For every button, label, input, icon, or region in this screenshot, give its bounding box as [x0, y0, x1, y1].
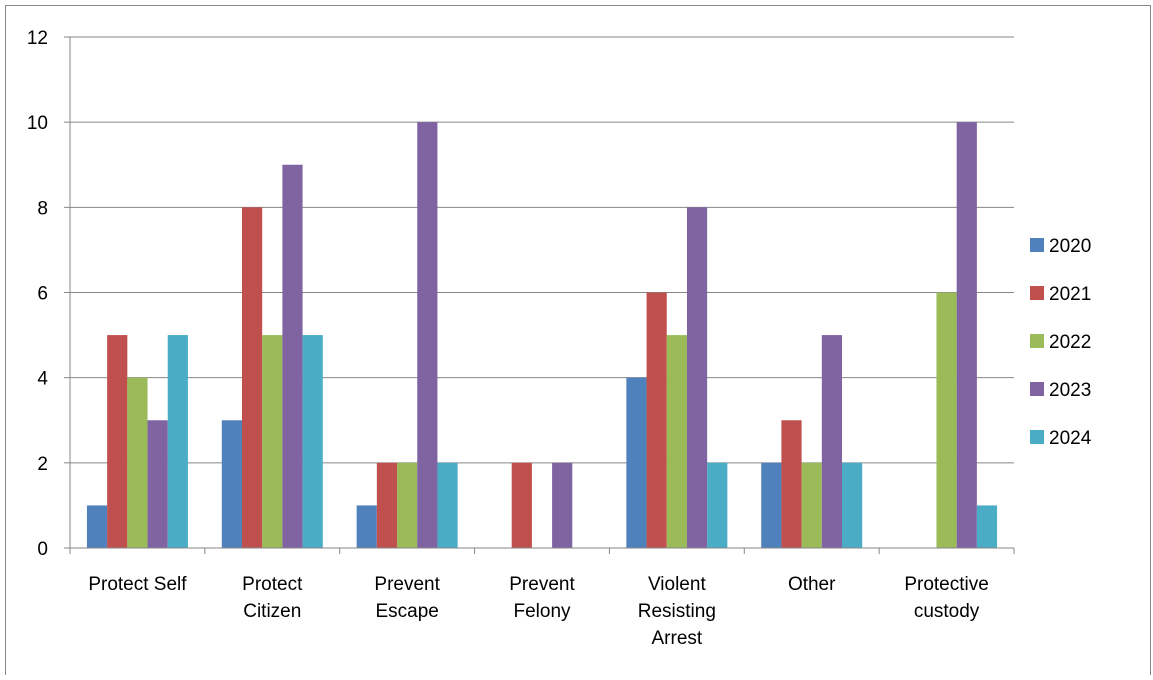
bar-2023-3: [552, 463, 572, 548]
bar-2024-1: [303, 335, 323, 548]
bar-2024-2: [437, 463, 457, 548]
bar-2022-1: [262, 335, 282, 548]
bar-2022-2: [397, 463, 417, 548]
bar-2021-5: [781, 420, 801, 548]
bar-2023-0: [148, 420, 168, 548]
x-category-label: Protect Self: [88, 574, 187, 595]
y-tick-label: 8: [37, 198, 48, 219]
y-tick-label: 12: [27, 28, 48, 49]
bar-2023-1: [282, 165, 302, 548]
bar-2021-4: [647, 293, 667, 549]
bar-2024-5: [842, 463, 862, 548]
bar-2020-0: [87, 505, 107, 548]
bar-2020-4: [626, 378, 646, 548]
y-tick-label: 2: [37, 454, 48, 475]
y-tick-label: 6: [37, 284, 48, 305]
bar-2024-4: [707, 463, 727, 548]
legend-label-2023: 2023: [1049, 380, 1091, 401]
bar-2022-0: [127, 378, 147, 548]
bar-2022-4: [667, 335, 687, 548]
legend-label-2022: 2022: [1049, 332, 1091, 353]
bar-2021-2: [377, 463, 397, 548]
bar-2023-5: [822, 335, 842, 548]
bar-2023-2: [417, 122, 437, 548]
bar-2023-6: [957, 122, 977, 548]
legend-label-2020: 2020: [1049, 236, 1091, 257]
bar-2021-0: [107, 335, 127, 548]
x-category-label: Other: [788, 574, 836, 595]
legend-swatch-2024: [1030, 430, 1044, 444]
bar-2021-1: [242, 207, 262, 548]
bar-2022-5: [802, 463, 822, 548]
legend-swatch-2021: [1030, 286, 1044, 300]
legend-swatch-2020: [1030, 238, 1044, 252]
bar-2021-3: [512, 463, 532, 548]
bar-2023-4: [687, 207, 707, 548]
legend-label-2021: 2021: [1049, 284, 1091, 305]
bar-2022-6: [936, 293, 956, 549]
y-tick-label: 0: [37, 539, 48, 560]
y-tick-label: 10: [27, 113, 48, 134]
bar-2024-0: [168, 335, 188, 548]
legend-label-2024: 2024: [1049, 428, 1092, 449]
bar-2024-6: [977, 505, 997, 548]
bar-2020-1: [222, 420, 242, 548]
y-tick-label: 4: [37, 369, 48, 390]
legend-swatch-2023: [1030, 382, 1044, 396]
legend-swatch-2022: [1030, 334, 1044, 348]
bar-2020-5: [761, 463, 781, 548]
bar-2020-2: [357, 505, 377, 548]
